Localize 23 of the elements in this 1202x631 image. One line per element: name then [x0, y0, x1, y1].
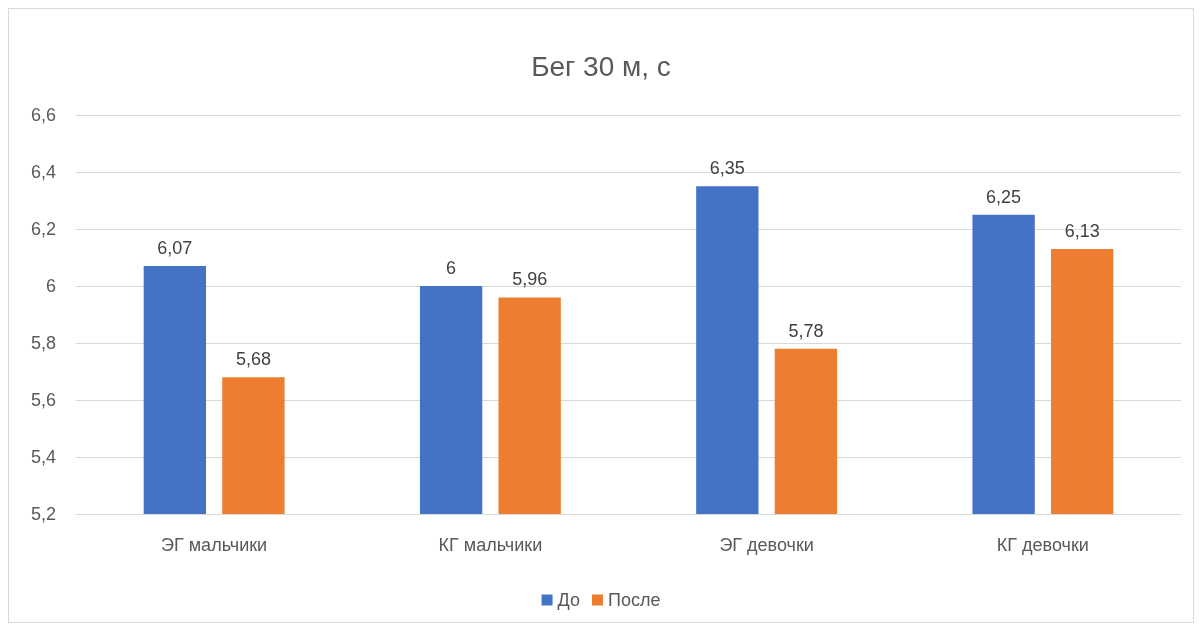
x-tick-label: ЭГ мальчики [161, 535, 268, 555]
data-label: 5,96 [512, 269, 548, 290]
x-tick-label: ЭГ девочки [719, 535, 814, 555]
x-tick-label: КГ мальчики [438, 535, 543, 555]
data-label: 6,07 [157, 238, 193, 259]
data-label: 6 [446, 258, 457, 278]
y-tick-label: 5,8 [30, 333, 56, 353]
y-tick-label: 6,4 [30, 162, 56, 182]
y-tick-label: 6,2 [30, 219, 56, 239]
y-tick-label: 5,2 [30, 504, 56, 524]
legend-label: После [607, 590, 661, 610]
data-label: 6,35 [709, 158, 745, 179]
legend-label: До [557, 590, 580, 610]
data-label: 6,13 [1064, 220, 1100, 241]
y-tick-label: 6 [45, 276, 56, 296]
data-label: 5,78 [788, 320, 824, 341]
data-label: 6,25 [986, 186, 1022, 207]
y-tick-label: 6,6 [30, 105, 56, 125]
y-tick-label: 5,4 [30, 447, 56, 467]
chart-title: Бег 30 м, с [531, 50, 671, 82]
x-tick-label: КГ девочки [996, 535, 1089, 555]
data-label: 5,68 [235, 349, 271, 370]
y-tick-label: 5,6 [30, 390, 56, 410]
